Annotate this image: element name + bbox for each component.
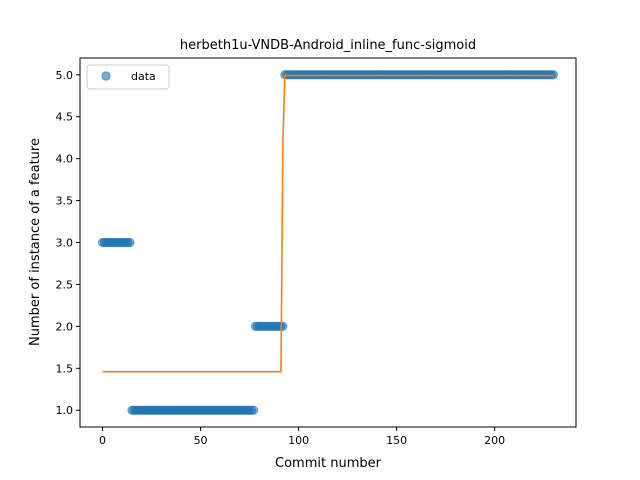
x-tick-label: 100 <box>288 434 309 447</box>
legend: data <box>86 64 170 90</box>
y-tick-label: 1.5 <box>56 362 74 375</box>
legend-label: data <box>131 70 156 83</box>
y-tick-label: 4.5 <box>56 111 74 124</box>
data-point <box>248 405 259 415</box>
y-axis-label: Number of instance of a feature <box>28 138 43 346</box>
y-tick-label: 1.0 <box>56 404 74 417</box>
x-tick-label: 150 <box>386 434 407 447</box>
x-axis: 0 50 100 150 200 <box>99 427 505 447</box>
data-layer <box>97 70 559 415</box>
y-tick-label: 2.0 <box>56 320 74 333</box>
y-tick-label: 3.0 <box>56 237 74 250</box>
y-tick-label: 3.5 <box>56 195 74 208</box>
x-axis-label: Commit number <box>275 456 382 471</box>
y-tick-label: 2.5 <box>56 278 74 291</box>
plot-area: 0 50 100 150 200 1.0 1.5 2.0 2.5 3.0 3.5 4.0 4.5 5.0 <box>56 57 577 447</box>
x-tick-label: 0 <box>99 434 106 447</box>
x-tick-label: 200 <box>484 434 505 447</box>
legend-box <box>86 64 170 90</box>
x-tick-label: 50 <box>194 434 208 447</box>
legend-marker <box>101 71 111 81</box>
data-point <box>125 237 135 248</box>
y-tick-label: 4.0 <box>56 153 74 166</box>
data-point <box>548 70 559 80</box>
y-tick-label: 5.0 <box>56 69 74 82</box>
data-point <box>278 321 288 331</box>
chart-title: herbeth1u-VNDB-Android_inline_func-sigmo… <box>180 38 476 53</box>
y-axis: 1.0 1.5 2.0 2.5 3.0 3.5 4.0 4.5 5.0 <box>56 69 80 417</box>
sigmoid-fit-line <box>102 74 554 373</box>
